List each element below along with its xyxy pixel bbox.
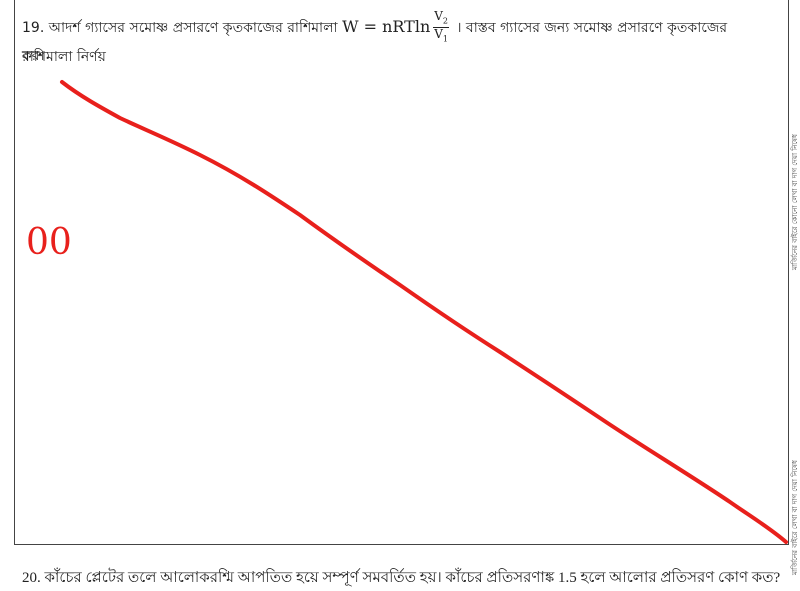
strike-line xyxy=(60,80,788,544)
formula: W = nRTln xyxy=(342,16,431,36)
numerator-sub: 2 xyxy=(442,16,449,26)
fraction: V2 V1 xyxy=(433,9,450,46)
margin-note: মার্জিনের বাইরে লেখা বা দাগ দেয়া নিষেধ xyxy=(791,460,799,575)
denominator-sub: 1 xyxy=(442,34,449,44)
question-text: । বাস্তব গ্যাসের জন্য সমোষ্ণ প্রসারণে কৃ… xyxy=(22,19,728,65)
question-text: কাঁচের প্লেটের তলে আলোকরশ্মি আপতিত হয়ে … xyxy=(44,570,781,586)
question-19: 19. আদর্শ গ্যাসের সমোষ্ণ প্রসারণে কৃতকাজ… xyxy=(22,10,762,68)
question-20: 20. কাঁচের প্লেটের তলে আলোকরশ্মি আপতিত হ… xyxy=(22,566,780,591)
question-text: কর। xyxy=(22,48,45,64)
answer-box xyxy=(14,0,789,545)
question-number: 20. xyxy=(22,570,41,586)
numerator: V2 xyxy=(433,9,450,29)
denominator-base: V xyxy=(434,27,443,42)
question-number: 19. xyxy=(22,19,45,36)
question-text: আদর্শ গ্যাসের সমোষ্ণ প্রসারণে কৃতকাজের র… xyxy=(48,19,338,36)
handwritten-mark: 00 xyxy=(26,222,72,263)
numerator-base: V xyxy=(434,9,443,23)
denominator: V1 xyxy=(433,28,449,45)
margin-note: মার্জিনের বাইরে কোনো লেখা বা দাগ দেয়া ন… xyxy=(791,134,799,270)
